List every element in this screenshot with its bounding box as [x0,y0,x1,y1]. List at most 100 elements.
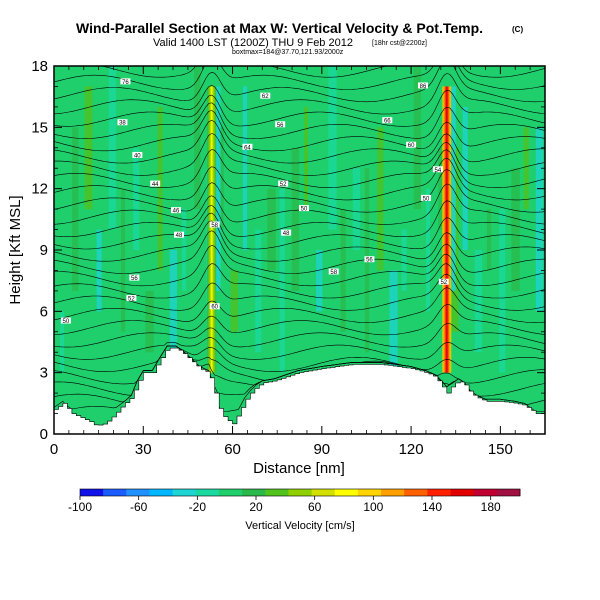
velocity-band [377,127,384,271]
contour-label-bg [406,141,417,148]
x-tick-label: 60 [224,441,241,458]
updraft-column [442,86,452,373]
isentrope-line [54,66,545,103]
isentrope-line [54,304,545,336]
contour-label: 44 [152,182,159,188]
isentrope-line [54,220,545,262]
y-tick-label: 3 [40,365,48,382]
x-tick-label: 90 [313,441,330,458]
x-tick-label: 0 [50,441,58,458]
contour-label: 58 [211,223,218,229]
colorbar-tick-label: -60 [130,500,148,514]
velocity-band [133,147,140,250]
contour-label-bg [242,143,253,150]
contour-label: 58 [330,270,337,276]
contour-label-bg [432,166,443,173]
chart-subtitle-info: [18hr cst@2200z] [372,40,427,47]
colorbar-segment [334,489,359,496]
contour-label: 56 [131,276,138,282]
contour-labels: 50 52 56 48 46 44 40 38 76 60 58 64 62 56 52 50 48 58 56 66… [60,78,449,325]
isentrope-line [54,110,545,152]
isentrope-line [54,337,545,360]
y-axis: 0 3 6 9 12 15 18 [31,58,545,443]
velocity-band [352,168,361,250]
velocity-band [230,270,239,332]
x-axis: 0 30 60 90 120 150 [50,66,546,458]
contour-label: 76 [122,80,129,86]
velocity-band [194,66,201,210]
contour-label: 86 [420,84,427,90]
isentrope-line [54,273,545,311]
velocity-band [291,147,300,291]
contour-label: 50 [423,196,430,202]
isentrope-line [54,168,545,213]
colorbar-ticks: -100 -60 -20 20 60 100 140 180 [68,496,501,514]
velocity-band [511,168,520,291]
isentrope-line [54,73,545,115]
contour-label: 56 [277,123,284,129]
colorbar-tick-label: 140 [422,500,442,514]
contour-label: 50 [301,207,308,213]
chart-subtitle: Valid 1400 LST (1200Z) THU 9 Feb 2012 [153,37,353,49]
isentrope-line [100,66,545,78]
colorbar-segment [149,489,174,496]
contour-label-bg [281,229,292,236]
velocity-band [267,188,276,271]
isentrope-lines [54,66,545,413]
isentrope-line [54,230,545,274]
updraft-column [207,86,217,373]
contour-label: 54 [435,168,442,174]
velocity-band [486,209,492,271]
colorbar-segment [427,489,452,496]
contour-label-bg [117,119,128,126]
velocity-band [462,106,468,250]
y-tick-label: 12 [31,181,48,198]
x-tick-label: 120 [399,441,424,458]
isentrope-line [54,287,545,323]
contour-label: 50 [63,319,70,325]
isentrope-line [54,89,545,127]
contour-label: 56 [366,258,373,264]
velocity-band [181,209,187,291]
contour-label: 52 [440,280,447,286]
velocity-band [438,147,445,230]
velocity-band [316,250,323,312]
colorbar-tick-label: -20 [189,500,207,514]
colorbar-frame [79,488,521,497]
isentrope-line [54,212,545,250]
velocity-band [157,106,163,271]
isentrope-line [54,244,545,287]
colorbar-segment [80,489,104,496]
contour-label: 60 [408,143,415,149]
velocity-band [523,127,529,210]
contour-label: 40 [134,153,141,159]
contour-label-bg [298,205,309,212]
chart-title-mark: (C) [512,25,523,34]
isentrope-line [54,200,545,237]
velocity-band [59,311,65,373]
contour-label-bg [328,268,339,275]
contour-label-bg [420,194,431,201]
contour-label: 64 [244,145,251,151]
colorbar-segment [288,489,313,496]
contour-label-bg [171,207,182,214]
isentrope-line [54,119,545,164]
contour-label-bg [126,295,137,302]
chart-subtitle-line2: boxtmax=184@37.70,121.93/2000z [232,49,344,56]
colorbar-segment [103,489,127,496]
contour-label: 66 [384,119,391,125]
contour-label: 46 [173,209,180,215]
velocity-band [425,188,431,312]
x-axis-label: Distance [nm] [253,460,345,477]
contour-label-bg [60,317,71,324]
contour-label: 62 [262,94,269,100]
velocity-band [413,66,422,210]
velocity-band [72,127,79,291]
isentrope-line [54,345,545,372]
contour-label-bg [173,231,184,238]
colorbar-segment [218,489,243,496]
colorbar-segment [381,489,405,496]
velocity-band [499,209,506,373]
y-tick-label: 6 [40,303,48,320]
